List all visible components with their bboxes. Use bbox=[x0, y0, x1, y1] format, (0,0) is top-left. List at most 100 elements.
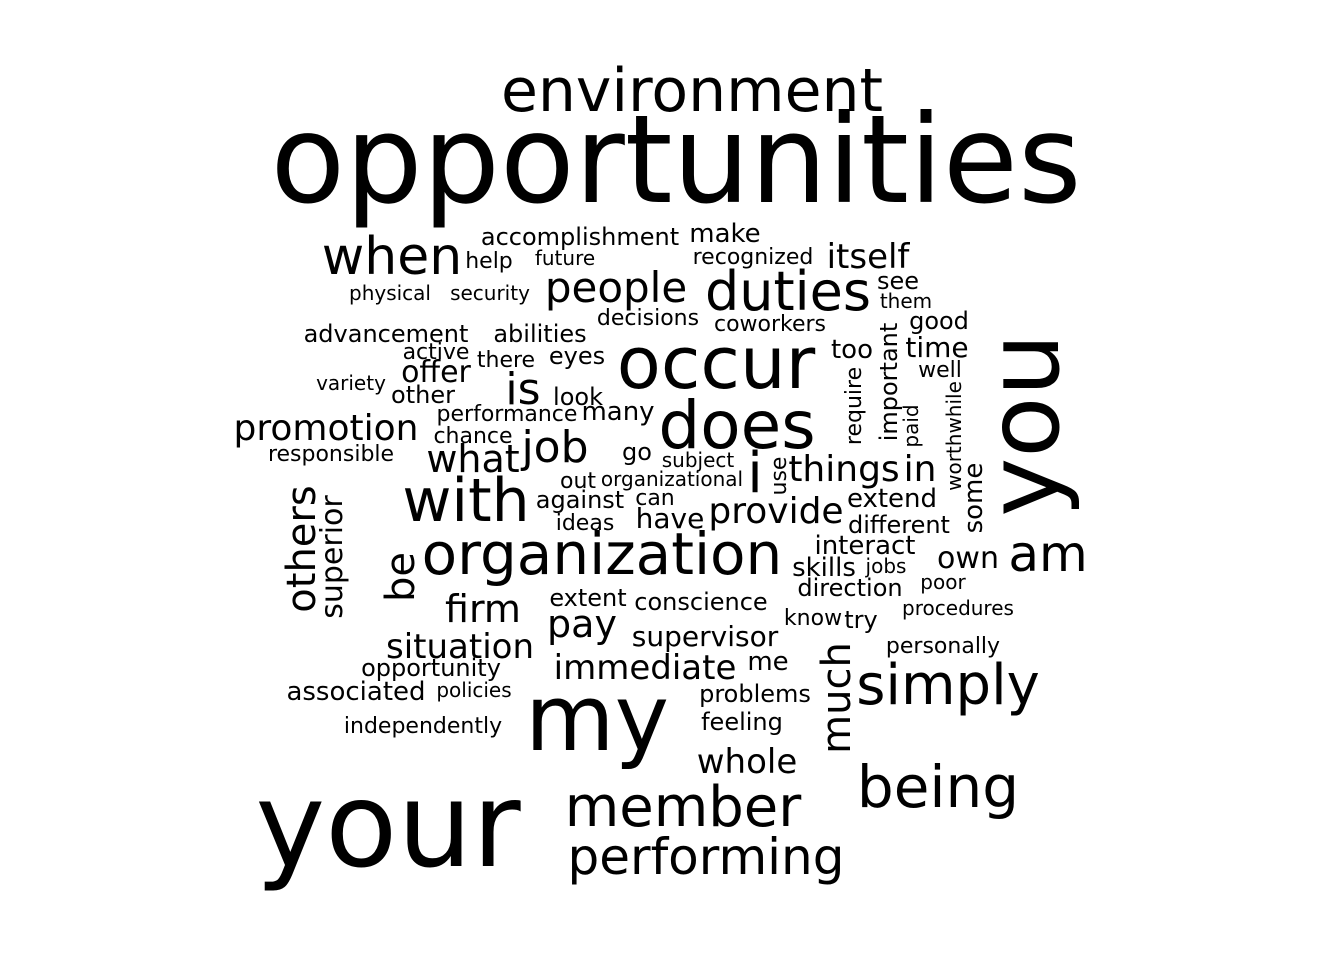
word-much: much bbox=[814, 642, 860, 754]
word-things: things bbox=[788, 449, 899, 490]
word-me: me bbox=[747, 647, 788, 677]
word-immediate: immediate bbox=[554, 648, 737, 688]
word-occur: occur bbox=[617, 321, 816, 405]
word-abilities: abilities bbox=[493, 320, 586, 348]
word-try: try bbox=[844, 606, 877, 634]
word-superior: superior bbox=[315, 495, 350, 619]
word-good: good bbox=[909, 307, 969, 335]
word-situation: situation bbox=[386, 627, 534, 667]
word-conscience: conscience bbox=[634, 588, 767, 616]
word-member: member bbox=[565, 775, 803, 840]
word-subject: subject bbox=[662, 448, 735, 472]
word-direction: direction bbox=[797, 574, 902, 602]
word-advancement: advancement bbox=[304, 320, 469, 348]
word-look: look bbox=[553, 383, 603, 411]
word-procedures: procedures bbox=[902, 596, 1014, 620]
word-pay: pay bbox=[547, 602, 617, 646]
word-opportunity: opportunity bbox=[361, 654, 501, 682]
word-with: with bbox=[402, 466, 529, 536]
word-paid: paid bbox=[899, 404, 923, 447]
word-see: see bbox=[877, 267, 919, 295]
word-in: in bbox=[904, 449, 937, 490]
word-itself: itself bbox=[827, 237, 911, 277]
word-what: what bbox=[426, 437, 519, 481]
word-extend: extend bbox=[847, 484, 937, 514]
word-people: people bbox=[545, 263, 687, 312]
word-responsible: responsible bbox=[268, 442, 394, 467]
word-others: others bbox=[279, 485, 325, 612]
word-independently: independently bbox=[344, 714, 502, 739]
word-future: future bbox=[535, 246, 595, 270]
word-use: use bbox=[767, 457, 792, 496]
word-performance: performance bbox=[437, 402, 578, 427]
word-help: help bbox=[465, 249, 513, 274]
word-out: out bbox=[560, 469, 596, 494]
word-require: require bbox=[842, 367, 867, 445]
word-feeling: feeling bbox=[701, 708, 783, 736]
word-against: against bbox=[536, 486, 624, 514]
word-ideas: ideas bbox=[556, 511, 615, 536]
word-organizational: organizational bbox=[601, 467, 743, 491]
word-variety: variety bbox=[316, 371, 386, 395]
word-extent: extent bbox=[549, 584, 626, 612]
word-eyes: eyes bbox=[549, 342, 605, 370]
word-be: be bbox=[378, 552, 424, 602]
word-organization: organization bbox=[422, 520, 783, 588]
word-associated: associated bbox=[286, 677, 425, 707]
word-promotion: promotion bbox=[234, 408, 419, 449]
word-accomplishment: accomplishment bbox=[481, 223, 679, 251]
word-own: own bbox=[937, 541, 999, 576]
word-worthwhile: worthwhile bbox=[942, 381, 966, 491]
word-can: can bbox=[635, 486, 675, 511]
word-performing: performing bbox=[568, 828, 845, 886]
word-decisions: decisions bbox=[597, 306, 699, 331]
word-opportunities: opportunities bbox=[270, 89, 1081, 231]
word-coworkers: coworkers bbox=[714, 312, 826, 337]
word-duties: duties bbox=[705, 260, 871, 323]
word-make: make bbox=[689, 219, 760, 249]
word-firm: firm bbox=[445, 587, 521, 631]
word-you: you bbox=[965, 333, 1082, 517]
word-jobs: jobs bbox=[865, 554, 907, 578]
word-being: being bbox=[857, 753, 1019, 821]
word-well: well bbox=[918, 358, 962, 383]
word-is: is bbox=[505, 364, 540, 415]
word-when: when bbox=[322, 227, 462, 287]
word-my: my bbox=[525, 665, 669, 772]
word-active: active bbox=[403, 340, 470, 365]
word-i: i bbox=[747, 441, 763, 506]
word-your: your bbox=[255, 756, 521, 894]
word-provide: provide bbox=[708, 491, 843, 532]
word-have: have bbox=[636, 502, 705, 535]
word-know: know bbox=[784, 606, 842, 631]
word-some: some bbox=[959, 463, 989, 534]
word-other: other bbox=[391, 381, 455, 409]
word-security: security bbox=[450, 281, 530, 305]
word-whole: whole bbox=[697, 742, 798, 782]
word-am: am bbox=[1008, 525, 1087, 583]
word-too: too bbox=[831, 335, 873, 365]
word-time: time bbox=[905, 331, 968, 364]
word-job: job bbox=[520, 422, 588, 473]
word-does: does bbox=[658, 387, 815, 464]
word-chance: chance bbox=[433, 424, 512, 449]
word-policies: policies bbox=[436, 678, 511, 702]
word-there: there bbox=[477, 348, 535, 373]
word-go: go bbox=[622, 438, 652, 466]
word-problems: problems bbox=[699, 680, 811, 708]
word-offer: offer bbox=[401, 355, 471, 390]
word-different: different bbox=[848, 511, 950, 539]
word-physical: physical bbox=[349, 281, 431, 305]
word-recognized: recognized bbox=[693, 245, 814, 270]
word-skills: skills bbox=[792, 553, 856, 583]
word-environment: environment bbox=[501, 56, 883, 126]
word-them: them bbox=[880, 289, 932, 313]
word-simply: simply bbox=[856, 653, 1040, 718]
word-poor: poor bbox=[920, 570, 966, 594]
word-many: many bbox=[581, 397, 654, 427]
word-important: important bbox=[875, 323, 903, 442]
word-supervisor: supervisor bbox=[632, 620, 779, 653]
word-interact: interact bbox=[814, 531, 915, 561]
word-personally: personally bbox=[886, 634, 1000, 659]
